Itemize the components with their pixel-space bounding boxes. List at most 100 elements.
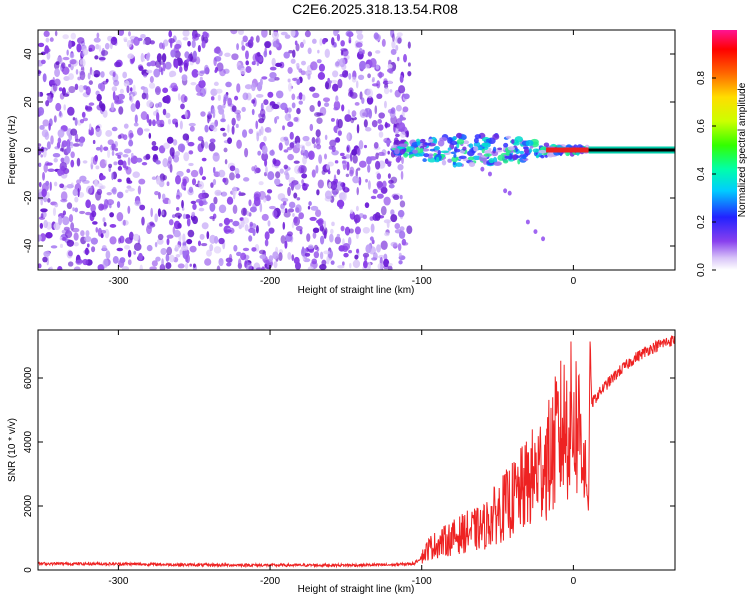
signal-blob — [488, 147, 492, 151]
outlier-blob — [533, 229, 538, 235]
noise-blob — [190, 81, 197, 86]
noise-blob — [148, 132, 152, 139]
noise-blob — [218, 107, 225, 115]
noise-blob — [145, 92, 149, 100]
noise-blob — [395, 133, 400, 138]
noise-blob — [151, 260, 158, 267]
noise-blob — [156, 53, 162, 63]
noise-blob — [189, 263, 192, 267]
signal-blob — [477, 152, 483, 156]
noise-blob — [63, 93, 69, 97]
noise-blob — [211, 108, 216, 115]
noise-blob — [182, 30, 190, 37]
noise-blob — [68, 132, 73, 142]
noise-blob — [92, 139, 96, 145]
noise-blob — [346, 146, 350, 152]
signal-blob — [512, 141, 520, 146]
signal-blob — [440, 150, 450, 154]
noise-blob — [117, 237, 122, 244]
snr-x-tick-label: 0 — [571, 576, 577, 587]
noise-blob — [348, 87, 354, 94]
noise-blob — [169, 70, 177, 77]
noise-blob — [197, 240, 202, 247]
noise-blob — [392, 194, 400, 201]
noise-blob — [274, 62, 283, 67]
noise-blob — [292, 49, 296, 58]
noise-blob — [335, 137, 341, 143]
signal-blob — [450, 151, 457, 155]
noise-blob — [354, 254, 359, 260]
noise-blob — [340, 225, 345, 232]
noise-blob — [265, 166, 268, 175]
colorbar-tick-label: 0.8 — [696, 71, 707, 85]
noise-blob — [291, 93, 296, 101]
noise-blob — [307, 266, 314, 270]
signal-blob — [538, 149, 547, 154]
noise-blob — [38, 234, 42, 242]
noise-blob — [210, 96, 215, 101]
noise-blob — [335, 181, 344, 191]
noise-blob — [242, 92, 249, 101]
noise-blob — [220, 191, 228, 197]
noise-blob — [67, 106, 75, 116]
noise-blob — [292, 212, 295, 217]
noise-blob — [69, 59, 77, 65]
noise-blob — [311, 38, 317, 44]
noise-blob — [252, 229, 256, 237]
noise-blob — [268, 205, 276, 210]
noise-blob — [91, 246, 96, 253]
noise-blob — [62, 210, 67, 216]
noise-blob — [201, 157, 207, 162]
noise-blob — [298, 212, 305, 220]
noise-blob — [384, 232, 390, 237]
noise-blob — [404, 131, 409, 138]
noise-blob — [376, 193, 384, 199]
signal-blob — [422, 158, 427, 163]
noise-blob — [329, 80, 332, 84]
noise-blob — [66, 239, 75, 247]
noise-blob — [108, 163, 113, 169]
noise-blob — [161, 258, 164, 268]
noise-blob — [73, 266, 81, 270]
noise-blob — [381, 38, 386, 47]
snr-y-tick-label: 4000 — [23, 430, 34, 453]
noise-blob — [357, 74, 365, 81]
noise-blob — [293, 116, 299, 122]
signal-blob — [462, 140, 470, 145]
noise-blob — [239, 67, 246, 75]
noise-blob — [79, 138, 84, 147]
noise-blob — [227, 124, 230, 133]
noise-blob — [231, 125, 235, 135]
signal-blob — [502, 159, 509, 164]
noise-blob — [42, 256, 48, 263]
noise-blob — [287, 186, 291, 197]
noise-blob — [380, 240, 388, 251]
noise-blob — [301, 179, 305, 185]
noise-blob — [225, 81, 232, 88]
noise-blob — [224, 159, 228, 165]
noise-blob — [207, 111, 212, 116]
noise-blob — [88, 102, 95, 106]
noise-blob — [119, 88, 124, 94]
noise-blob — [156, 238, 164, 245]
noise-blob — [263, 259, 270, 264]
signal-blob — [468, 161, 476, 167]
noise-blob — [236, 113, 241, 122]
snr-y-tick-label: 2000 — [23, 494, 34, 517]
noise-blob — [366, 88, 374, 99]
noise-blob — [258, 181, 264, 186]
noise-blob — [184, 51, 190, 59]
noise-blob — [198, 181, 205, 189]
noise-blob — [383, 196, 391, 206]
noise-blob — [85, 211, 92, 216]
noise-blob — [50, 135, 54, 145]
noise-blob — [235, 123, 239, 129]
noise-blob — [169, 147, 175, 157]
noise-blob — [222, 132, 227, 137]
noise-blob — [352, 259, 361, 269]
noise-blob — [102, 217, 106, 223]
noise-blob — [370, 223, 375, 233]
noise-blob — [407, 62, 411, 67]
noise-blob — [197, 44, 201, 53]
noise-blob — [70, 159, 75, 168]
